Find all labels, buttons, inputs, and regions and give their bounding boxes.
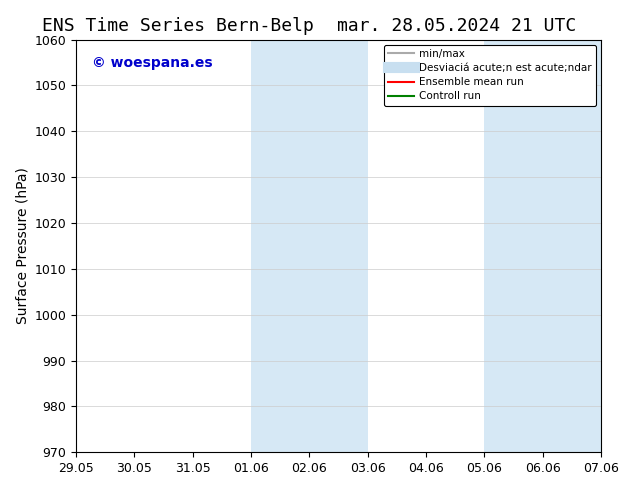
- Text: ENS Time Series Bern-Belp: ENS Time Series Bern-Belp: [42, 17, 313, 35]
- Bar: [543, 40, 601, 452]
- Bar: [251, 40, 309, 452]
- Y-axis label: Surface Pressure (hPa): Surface Pressure (hPa): [15, 168, 29, 324]
- Bar: [484, 40, 543, 452]
- Bar: [309, 40, 368, 452]
- Text: © woespana.es: © woespana.es: [92, 56, 212, 70]
- Text: mar. 28.05.2024 21 UTC: mar. 28.05.2024 21 UTC: [337, 17, 576, 35]
- Legend: min/max, Desviaciá acute;n est acute;ndar, Ensemble mean run, Controll run: min/max, Desviaciá acute;n est acute;nda…: [384, 45, 596, 106]
